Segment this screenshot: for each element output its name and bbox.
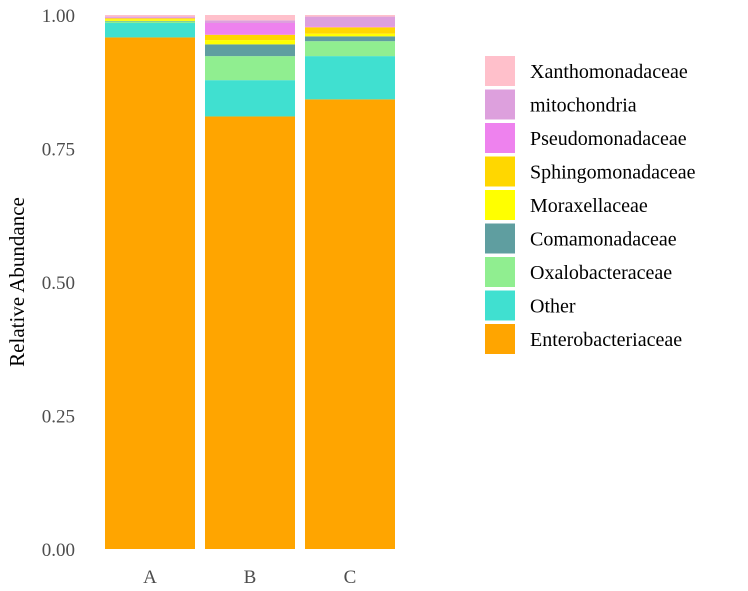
- y-tick-label: 0.50: [42, 273, 75, 294]
- legend-label: Comamonadaceae: [530, 229, 677, 251]
- legend-label: Sphingomonadaceae: [530, 162, 696, 184]
- bar-segment: [105, 16, 195, 18]
- bar-segment: [205, 40, 295, 45]
- legend-swatch: [485, 290, 515, 321]
- bar-segment: [105, 17, 195, 19]
- legend-label: mitochondria: [530, 95, 637, 117]
- y-axis-label: Relative Abundance: [5, 197, 29, 367]
- legend-swatch: [485, 156, 515, 187]
- x-tick-label: B: [244, 567, 257, 588]
- legend-label: Oxalobacteraceae: [530, 262, 672, 284]
- bar-segment: [305, 27, 395, 34]
- y-tick-label: 1.00: [42, 6, 75, 27]
- legend-label: Xanthomonadaceae: [530, 61, 688, 83]
- bar-segment: [305, 56, 395, 100]
- bar-segment: [205, 80, 295, 117]
- legend-swatch: [485, 223, 515, 254]
- legend-swatch: [485, 190, 515, 220]
- bar-segment: [305, 41, 395, 57]
- x-tick-label: C: [344, 567, 357, 588]
- bar-segment: [105, 21, 195, 24]
- legend-swatch: [485, 324, 515, 354]
- legend-label: Other: [530, 296, 576, 318]
- bar-segment: [205, 44, 295, 57]
- legend: Xanthomonadaceae mitochondria Pseudomonada…: [485, 56, 696, 354]
- bar-segment: [105, 23, 195, 38]
- y-tick-label: 0.25: [42, 407, 75, 428]
- bar-segment: [305, 99, 395, 549]
- bar-segment: [105, 20, 195, 22]
- bar-segment: [205, 23, 295, 35]
- bar-segment: [205, 116, 295, 550]
- bar-segment: [305, 36, 395, 42]
- legend-label: Pseudomonadaceae: [530, 128, 687, 150]
- bar-segment: [105, 15, 195, 17]
- x-tick-label: A: [143, 567, 157, 588]
- bar-segment: [305, 15, 395, 17]
- x-axis-ticks: A B C: [143, 567, 356, 588]
- bar-segment: [205, 15, 295, 21]
- y-tick-label: 0.00: [42, 540, 75, 561]
- bar-segment: [305, 26, 395, 28]
- legend-swatch: [485, 56, 515, 86]
- bar-segment: [105, 18, 195, 20]
- legend-label: Enterobacteriaceae: [530, 329, 682, 351]
- y-tick-label: 0.75: [42, 140, 75, 161]
- legend-label: Moraxellaceae: [530, 195, 648, 217]
- bar-segment: [305, 33, 395, 37]
- bar-segment: [305, 16, 395, 27]
- bars: [105, 15, 395, 550]
- legend-swatch: [485, 89, 515, 120]
- bar-segment: [105, 37, 195, 549]
- bar-segment: [205, 34, 295, 41]
- bar-segment: [205, 56, 295, 81]
- y-axis-ticks: 0.00 0.25 0.50 0.75 1.00: [42, 6, 75, 561]
- legend-swatch: [485, 123, 515, 153]
- bar-segment: [105, 19, 195, 21]
- bar-segment: [205, 20, 295, 24]
- legend-swatch: [485, 257, 515, 287]
